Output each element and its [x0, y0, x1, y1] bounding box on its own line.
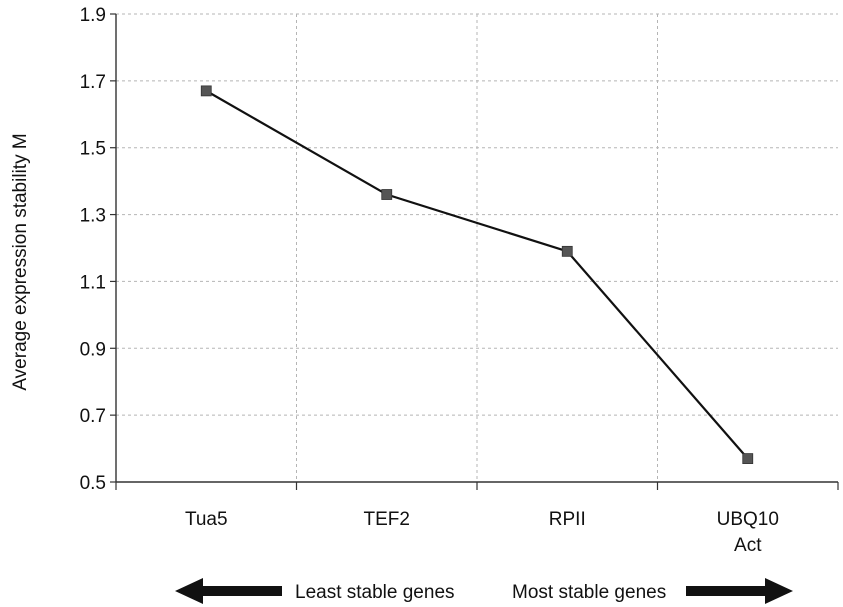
x-tick-label: TEF2 — [364, 509, 410, 530]
left-arrow-icon — [175, 578, 282, 604]
right-arrow-icon — [686, 578, 793, 604]
grid-lines — [116, 13, 838, 482]
axes — [110, 13, 839, 490]
data-line — [205, 89, 749, 460]
most-stable-label: Most stable genes — [512, 582, 666, 603]
least-stable-label: Least stable genes — [295, 582, 455, 603]
data-point-1 — [381, 189, 393, 200]
y-tick-label: 1.3 — [80, 206, 106, 227]
y-tick-label: 0.9 — [80, 339, 106, 360]
y-tick-label: 0.5 — [80, 473, 106, 494]
series-line — [200, 85, 754, 465]
data-point-0 — [200, 85, 212, 97]
x-tick-label: Act — [734, 535, 762, 556]
x-tick-labels: Tua5 TEF2 RPII UBQ10 Act — [185, 509, 779, 556]
y-axis-label: Average expression stability M — [10, 133, 31, 390]
x-tick-label: UBQ10 — [717, 509, 779, 530]
x-tick-label: Tua5 — [185, 509, 228, 530]
y-tick-label: 1.5 — [80, 139, 106, 160]
data-point-2 — [561, 245, 573, 257]
stability-footer: Least stable genes Most stable genes — [175, 578, 793, 604]
y-tick-label: 0.7 — [80, 406, 106, 427]
y-tick-label: 1.7 — [80, 72, 106, 93]
y-tick-labels: 0.5 0.7 0.9 1.1 1.3 1.5 1.7 1.9 — [80, 5, 106, 494]
y-tick-label: 1.1 — [80, 272, 106, 293]
x-tick-label: RPII — [549, 509, 586, 530]
y-tick-label: 1.9 — [80, 5, 106, 26]
data-point-3 — [742, 453, 754, 465]
